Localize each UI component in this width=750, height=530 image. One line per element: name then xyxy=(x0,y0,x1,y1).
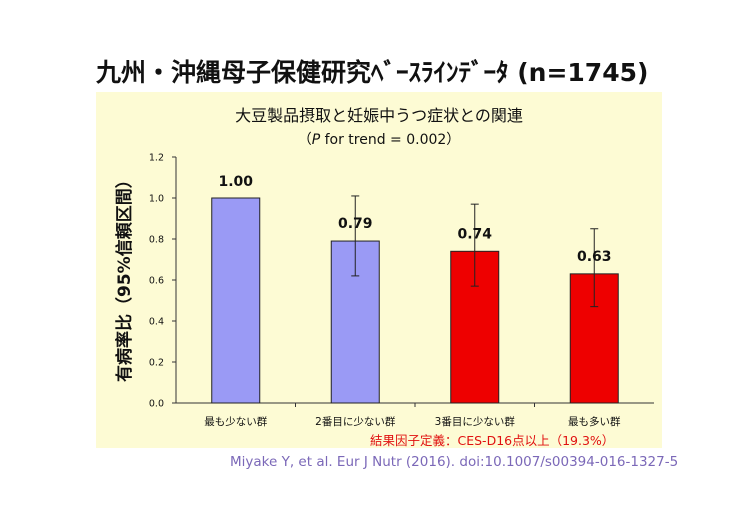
slide-title-main: 九州・沖縄母子保健研究ﾍﾞｰｽﾗｲﾝﾃﾞｰﾀ xyxy=(96,58,509,87)
data-label: 0.63 xyxy=(577,249,612,265)
bar xyxy=(211,197,261,404)
chart-subtitle-rest: for trend = 0.002） xyxy=(320,132,461,148)
slide-title-sample-size: (n=1745) xyxy=(517,58,649,87)
data-label: 0.79 xyxy=(338,216,373,232)
y-axis-label: 有病率比（95%信頼区間） xyxy=(115,171,135,382)
chart-title: 大豆製品摂取と妊娠中うつ症状との関連 xyxy=(235,106,523,125)
x-tick-label: 2番目に少ない群 xyxy=(315,415,396,428)
chart-subtitle-open: （ xyxy=(297,132,312,148)
chart-subtitle-p: P xyxy=(311,132,321,148)
y-tick-label: 0.4 xyxy=(149,317,164,328)
x-tick-label: 3番目に少ない群 xyxy=(435,415,516,428)
outcome-definition-note: 結果因子定義：CES-D16点以上（19.3%） xyxy=(370,433,615,448)
slide-title: 九州・沖縄母子保健研究ﾍﾞｰｽﾗｲﾝﾃﾞｰﾀ (n=1745) xyxy=(96,53,648,89)
x-tick-label: 最も多い群 xyxy=(568,415,621,428)
x-tick-label: 最も少ない群 xyxy=(204,415,267,428)
y-tick-label: 0.0 xyxy=(149,399,164,410)
y-tick-label: 0.8 xyxy=(149,235,164,246)
bar-chart: 0.0 0.2 0.4 0.6 0.8 1.0 1.2 1.00 最も少ない群 0.79 2番目に少… xyxy=(149,153,654,428)
data-label: 1.00 xyxy=(218,174,253,190)
chart-panel: 大豆製品摂取と妊娠中うつ症状との関連 （P for trend = 0.002）… xyxy=(96,92,662,448)
citation: Miyake Y, et al. Eur J Nutr (2016). doi:… xyxy=(230,454,679,470)
y-tick-label: 1.2 xyxy=(149,153,164,164)
y-tick-label: 1.0 xyxy=(149,194,164,205)
chart-subtitle: （P for trend = 0.002） xyxy=(96,129,662,149)
data-label: 0.74 xyxy=(457,226,492,242)
y-tick-label: 0.2 xyxy=(149,358,164,369)
y-tick-label: 0.6 xyxy=(149,276,164,287)
